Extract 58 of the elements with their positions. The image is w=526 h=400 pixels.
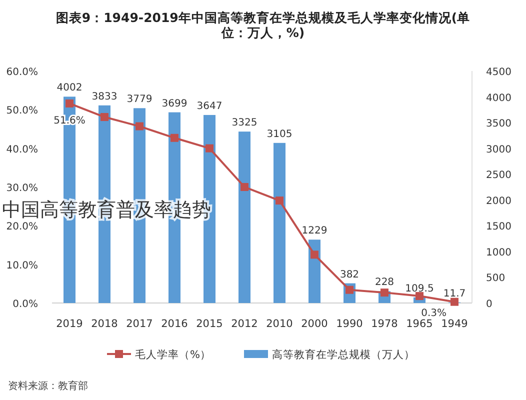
data-label: 3699 bbox=[162, 98, 188, 110]
data-label: 3105 bbox=[266, 128, 292, 140]
x-tick-label: 2017 bbox=[126, 318, 153, 330]
y2-tick-label: 2000 bbox=[486, 196, 512, 207]
point bbox=[136, 122, 144, 130]
x-tick-label: 1990 bbox=[336, 318, 363, 330]
x-tick-label: 1965 bbox=[406, 318, 433, 330]
x-tick-label: 2018 bbox=[91, 318, 118, 330]
x-tick-label: 2016 bbox=[161, 318, 188, 330]
legend-label: 毛人学率（%） bbox=[135, 348, 211, 361]
data-label: 3833 bbox=[92, 91, 118, 102]
data-label: 4002 bbox=[56, 82, 82, 94]
point bbox=[170, 134, 178, 142]
x-tick-label: 2019 bbox=[56, 318, 83, 330]
data-label: 3647 bbox=[196, 100, 222, 112]
point bbox=[416, 292, 424, 300]
y-tick-label: 40.0% bbox=[6, 144, 38, 156]
point bbox=[100, 113, 108, 122]
data-label: 228 bbox=[374, 277, 394, 288]
text: 资料来源：教育部 bbox=[8, 380, 88, 392]
y2-tick-label: 3000 bbox=[486, 144, 512, 156]
legend-label: 高等教育在学总规模（万人） bbox=[272, 348, 415, 361]
bar bbox=[274, 142, 286, 303]
y2-tick-label: 2500 bbox=[486, 170, 512, 182]
y-tick-label: 20.0% bbox=[6, 222, 38, 233]
data-label: 11.7 bbox=[443, 288, 466, 300]
point bbox=[240, 183, 248, 191]
y-tick-label: 30.0% bbox=[6, 183, 38, 194]
y2-tick-label: 4500 bbox=[486, 67, 512, 78]
point bbox=[66, 99, 74, 108]
y2-tick-label: 1000 bbox=[486, 247, 512, 258]
y-tick-label: 60.0% bbox=[6, 67, 38, 78]
point bbox=[276, 196, 284, 205]
data-label: 1229 bbox=[302, 226, 328, 237]
data-label: 109.5 bbox=[405, 283, 434, 294]
point bbox=[310, 250, 318, 259]
x-tick-label: 2010 bbox=[266, 318, 293, 330]
point bbox=[450, 298, 458, 306]
bar bbox=[238, 132, 250, 303]
x-tick-label: 1978 bbox=[371, 318, 398, 330]
y2-tick-label: 0 bbox=[486, 299, 492, 310]
y2-tick-label: 500 bbox=[486, 273, 506, 284]
chart-title: 图表9：1949-2019年中国高等教育在学总规模及毛人学率变化情况(单位：万人，%) bbox=[56, 10, 470, 40]
data-label: 0.3% bbox=[421, 308, 446, 319]
y2-tick-label: 3500 bbox=[486, 118, 512, 130]
y-tick-label: 10.0% bbox=[6, 260, 38, 272]
point bbox=[206, 144, 214, 152]
x-tick-label: 1949 bbox=[441, 318, 468, 330]
data-label: 3779 bbox=[126, 94, 152, 106]
y-tick-label: 50.0% bbox=[6, 106, 38, 117]
y2-tick-label: 4000 bbox=[486, 92, 512, 104]
data-label: 3325 bbox=[232, 118, 258, 129]
x-tick-label: 2012 bbox=[231, 318, 258, 330]
y2-tick-label: 1500 bbox=[486, 222, 512, 233]
y-tick-label: 0.0% bbox=[12, 299, 38, 310]
x-tick-label: 2015 bbox=[196, 318, 223, 330]
x-tick-label: 2000 bbox=[301, 318, 328, 330]
data-label: 382 bbox=[340, 269, 360, 280]
